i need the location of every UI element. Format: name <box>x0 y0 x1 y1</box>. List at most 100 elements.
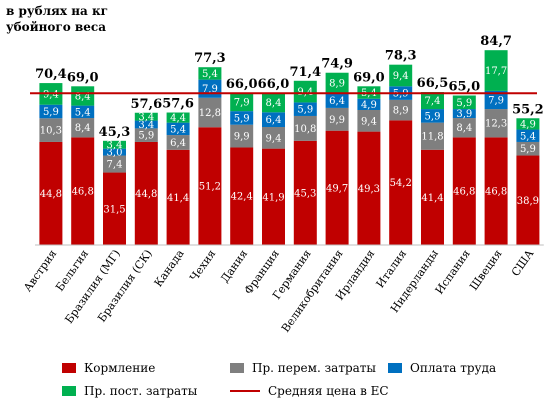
bar-segment-3-4 <box>166 112 190 123</box>
bar-segment-1-9 <box>325 107 349 131</box>
segment-label-0-14: 46,8 <box>485 187 507 198</box>
bar-segment-2-0 <box>39 104 63 119</box>
segment-label-2-0: 5,9 <box>43 107 59 118</box>
segment-label-3-3: 3,4 <box>138 112 154 123</box>
bar-segment-2-7 <box>262 112 285 128</box>
bar-segment-1-6 <box>230 124 254 148</box>
bar-segment-2-2 <box>103 148 126 156</box>
bar-segment-1-5 <box>198 97 222 128</box>
total-label-3: 57,6 <box>130 97 162 112</box>
segment-label-3-6: 7,9 <box>234 98 250 109</box>
y-axis-label: в рублях на кг убойного веса <box>6 4 109 34</box>
legend-swatch-variable-costs <box>230 363 244 373</box>
segment-label-0-3: 44,8 <box>135 189 157 200</box>
bar-segment-2-12 <box>421 109 444 123</box>
bar-segment-0-12 <box>421 149 444 245</box>
bar-segment-2-1 <box>71 105 95 119</box>
segment-label-1-7: 9,4 <box>266 133 282 144</box>
segment-label-1-9: 9,9 <box>329 115 345 126</box>
bar-segment-0-7 <box>262 148 285 245</box>
bar-segment-0-2 <box>103 172 126 245</box>
segment-label-1-0: 10,3 <box>40 126 62 137</box>
bar-segment-1-4 <box>166 135 190 150</box>
segment-label-1-5: 12,8 <box>199 108 221 119</box>
segment-label-1-2: 7,4 <box>107 160 123 171</box>
total-label-2: 45,3 <box>99 125 131 140</box>
segment-label-1-14: 12,3 <box>485 119 507 130</box>
segment-label-1-1: 8,4 <box>75 123 91 134</box>
legend-line-eu-average <box>230 390 260 392</box>
segment-label-2-3: 3,4 <box>138 120 154 131</box>
bar-segment-2-3 <box>134 120 158 129</box>
bar-segment-3-6 <box>230 92 254 112</box>
bar-segment-0-1 <box>71 137 95 245</box>
bar-segment-1-13 <box>452 118 476 138</box>
legend-swatch-fixed-costs <box>62 386 76 396</box>
bar-segment-3-13 <box>452 95 476 110</box>
segment-label-1-8: 10,8 <box>294 124 316 135</box>
legend-swatch-feed <box>62 363 76 373</box>
bar-segment-0-0 <box>39 141 63 245</box>
segment-label-3-4: 4,4 <box>170 113 186 124</box>
segment-label-1-10: 9,4 <box>361 116 377 127</box>
total-label-10: 69,0 <box>353 70 385 85</box>
x-tick-label-4: Канада <box>152 247 187 289</box>
segment-label-3-14: 17,7 <box>485 66 507 77</box>
segment-label-2-12: 5,9 <box>425 111 441 122</box>
segment-label-1-11: 8,9 <box>393 106 409 117</box>
bar-segment-1-0 <box>39 118 63 142</box>
segment-label-3-0: 9,4 <box>43 89 59 100</box>
bar-segment-0-11 <box>389 120 413 245</box>
segment-label-0-8: 45,3 <box>294 188 316 199</box>
bar-segment-3-3 <box>134 112 158 121</box>
legend-item-variable-costs: Пр. перем. затраты <box>230 361 376 375</box>
legend-label-variable-costs: Пр. перем. затраты <box>252 361 376 375</box>
bar-segment-1-8 <box>293 115 317 141</box>
segment-label-0-2: 31,5 <box>103 204 125 215</box>
segment-label-2-1: 5,4 <box>75 107 91 118</box>
segment-label-0-4: 41,4 <box>167 193 189 204</box>
bar-segment-0-6 <box>230 147 254 245</box>
legend-swatch-labor <box>388 363 402 373</box>
total-label-12: 66,5 <box>417 76 449 91</box>
bar-segment-0-10 <box>357 131 381 245</box>
segment-label-1-3: 5,9 <box>138 131 154 142</box>
bar-segment-0-8 <box>293 140 317 245</box>
segment-label-1-6: 9,9 <box>234 132 250 143</box>
segment-label-0-7: 41,9 <box>262 192 284 203</box>
segment-label-0-13: 46,8 <box>453 187 475 198</box>
segment-label-3-9: 8,9 <box>329 78 345 89</box>
bar-segment-1-7 <box>262 127 285 149</box>
segment-label-3-13: 5,9 <box>456 98 472 109</box>
x-tick-label-14: Швеция <box>467 247 504 293</box>
legend-label-eu-average: Средняя цена в ЕС <box>268 384 389 398</box>
bar-segment-3-15 <box>516 118 540 130</box>
segment-label-2-8: 5,9 <box>297 105 313 116</box>
total-label-11: 78,3 <box>385 49 417 64</box>
legend-item-feed: Кормление <box>62 361 155 375</box>
x-tick-label-15: США <box>509 247 537 279</box>
segment-label-2-15: 5,4 <box>520 131 536 142</box>
legend-label-feed: Кормление <box>84 361 156 375</box>
x-tick-label-6: Дания <box>218 247 250 285</box>
total-label-14: 84,7 <box>480 34 512 49</box>
bar-segment-2-9 <box>325 93 349 108</box>
bar-segment-3-2 <box>103 140 126 149</box>
bar-segment-1-1 <box>71 118 95 138</box>
segment-label-1-4: 6,4 <box>170 138 186 149</box>
total-label-13: 65,0 <box>448 80 480 95</box>
bar-segment-1-14 <box>484 109 508 138</box>
legend-label-labor: Оплата труда <box>410 361 497 375</box>
segment-label-2-14: 7,9 <box>488 95 504 106</box>
segment-label-3-7: 8,4 <box>266 98 282 109</box>
bar-segment-2-15 <box>516 129 540 142</box>
bar-segment-1-2 <box>103 155 126 173</box>
x-tick-label-5: Чехия <box>187 247 218 284</box>
total-label-7: 66,0 <box>258 77 290 92</box>
segment-label-0-12: 41,4 <box>421 193 443 204</box>
bar-segment-3-11 <box>389 64 413 87</box>
segment-label-2-5: 7,9 <box>202 84 218 95</box>
segment-label-1-15: 5,9 <box>520 144 536 155</box>
segment-label-3-2: 3,4 <box>107 140 123 151</box>
